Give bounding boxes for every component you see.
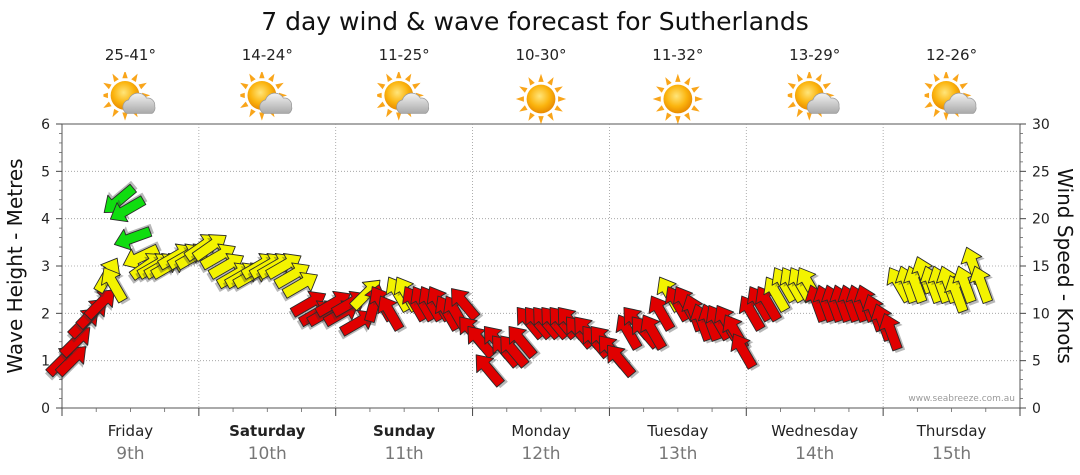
wind-arrow [640,314,670,352]
right-tick-label: 0 [1032,401,1041,417]
day-temp: 12-26° [926,46,977,64]
day-name: Friday [108,422,154,440]
day-name: Monday [511,422,570,440]
left-tick-label: 3 [41,259,50,275]
sunny-icon [652,73,704,125]
wind-arrow-body [640,314,668,351]
day-temp: 13-29° [789,46,840,64]
day-header: 25-41° 14-24° 11-25° 10-30° 11-32° 13-29° 12-2… [100,46,977,125]
right-tick-label: 15 [1032,259,1050,275]
left-tick-label: 2 [41,306,50,322]
day-date: 13th [658,444,697,464]
wind-arrow-body [377,295,405,332]
day-date: 9th [116,444,144,464]
day-footer: Friday 9th Saturday 10th Sunday 11th Monday 12t… [61,408,1021,464]
wind-arrows [45,180,996,389]
wind-arrow-body [508,325,538,360]
wind-arrow [280,271,318,302]
left-axis-label: Wave Height - Metres [3,158,27,373]
day-name: Saturday [229,422,306,440]
partly-cloudy-icon [237,70,292,120]
day-temp: 11-32° [652,46,703,64]
left-tick-label: 4 [41,212,50,228]
plot-area: 0 1 2 3 4 5 6 0 5 10 15 20 25 30 www.seabreeze.com.a… [41,117,1050,417]
partly-cloudy-icon [921,70,976,120]
right-tick-label: 5 [1032,354,1041,370]
wind-arrow [83,289,115,324]
wind-arrow-body [101,267,128,304]
right-tick-label: 20 [1032,212,1050,228]
day-date: 12th [521,444,560,464]
right-axis-label: Wind Speed - Knots [1053,168,1077,364]
day-name: Wednesday [771,422,858,440]
wind-arrow [377,295,408,334]
wind-arrow-body [451,288,481,322]
right-tick-label: 30 [1032,117,1050,133]
wind-arrow [878,313,906,354]
wind-arrow-body [83,289,115,321]
wind-arrow-body [281,271,318,299]
day-temp: 25-41° [105,46,156,64]
right-axis-ticks: 0 5 10 15 20 25 30 [1020,117,1050,417]
day-date: 11th [385,444,424,464]
partly-cloudy-icon [100,70,155,120]
day-date: 15th [932,444,971,464]
wind-arrow [508,325,541,360]
wind-arrow [109,192,148,223]
wind-arrow [607,344,640,379]
credit-text: www.seabreeze.com.au [908,394,1015,404]
chart-title: 7 day wind & wave forecast for Sutherlan… [261,7,809,36]
wind-arrow-body [878,313,903,352]
day-date: 14th [795,444,834,464]
day-temp: 10-30° [515,46,566,64]
day-name: Tuesday [646,422,708,440]
left-tick-label: 6 [41,117,50,133]
sunny-icon [515,73,567,125]
partly-cloudy-icon [374,70,429,120]
wind-arrow [968,265,996,306]
wind-arrow [730,333,761,371]
partly-cloudy-icon [784,70,839,120]
day-temp: 11-25° [379,46,430,64]
wind-arrow-body [730,333,758,370]
wind-arrow-body [475,354,505,388]
wind-arrow-body [109,195,147,223]
wind-arrow-body [968,265,993,305]
left-tick-label: 1 [41,354,50,370]
left-tick-label: 0 [41,401,50,417]
day-name: Sunday [373,422,436,440]
day-name: Thursday [916,422,987,440]
right-tick-label: 10 [1032,306,1050,322]
wind-arrow [451,288,484,322]
wind-arrow [101,267,131,305]
day-date: 10th [248,444,287,464]
right-tick-label: 25 [1032,164,1050,180]
wind-arrow-body [607,344,637,379]
left-tick-label: 5 [41,164,50,180]
day-temp: 14-24° [242,46,293,64]
wind-arrow [475,354,508,389]
